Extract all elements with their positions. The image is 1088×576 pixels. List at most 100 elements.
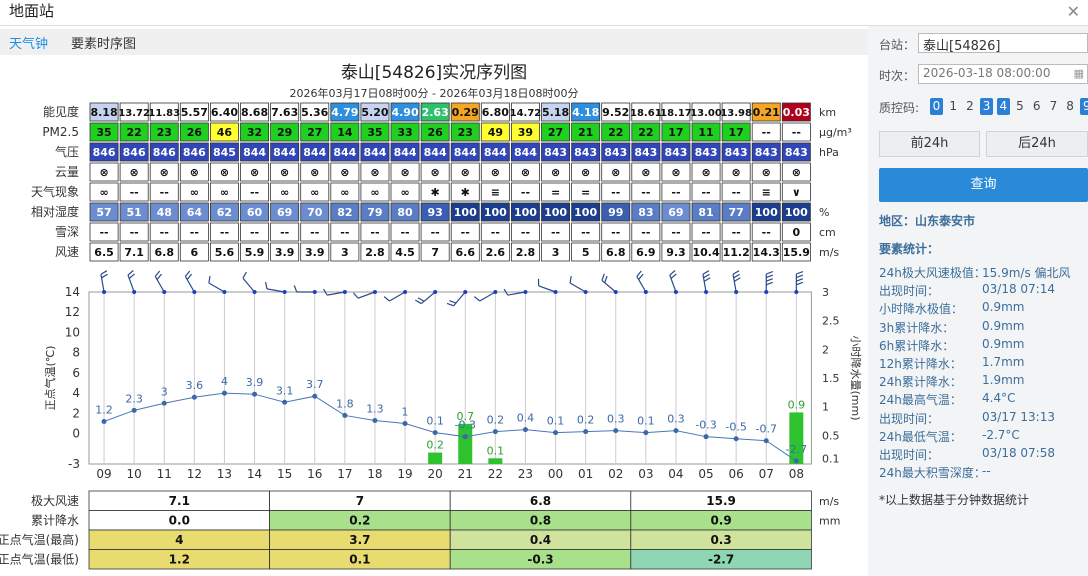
table-cell <box>781 102 811 122</box>
wind-barb <box>636 276 647 293</box>
calendar-icon[interactable]: ▦ <box>1073 67 1084 80</box>
table-cell <box>240 162 270 182</box>
tab-element-series[interactable]: 要素时序图 <box>71 37 137 52</box>
table-cell <box>781 142 811 162</box>
precip-bar <box>428 452 443 464</box>
table-cell-value: 843 <box>664 146 687 159</box>
qc-code-5[interactable]: 5 <box>1016 99 1024 113</box>
x-tick-label: 18 <box>367 467 382 481</box>
table-cell-value: 13.00 <box>690 108 722 119</box>
wind-barb-base <box>342 290 347 294</box>
precip-label: 0.7 <box>457 410 475 423</box>
table-cell-value: 80 <box>397 206 413 219</box>
table-cell <box>601 222 631 242</box>
table-cell <box>390 222 420 242</box>
qc-code-2[interactable]: 2 <box>966 99 974 113</box>
table-cell-value: 69 <box>668 206 683 219</box>
table-cell-value: -- <box>732 226 741 239</box>
x-tick-label: 02 <box>608 467 623 481</box>
qc-code-1[interactable]: 1 <box>949 99 957 113</box>
station-input[interactable]: 泰山[54826] <box>918 33 1088 54</box>
x-tick-label: 06 <box>729 467 744 481</box>
table-cell <box>209 222 239 242</box>
table-cell <box>781 242 811 262</box>
table-cell <box>119 222 149 242</box>
table-cell <box>149 122 179 142</box>
qc-code-3[interactable]: 3 <box>980 98 994 115</box>
table-cell-value: 22 <box>608 126 623 139</box>
table-cell-value: -- <box>521 186 530 199</box>
tab-weather-clock[interactable]: 天气钟 <box>9 37 49 52</box>
x-tick-label: 07 <box>759 467 774 481</box>
tab-bar: 天气钟 要素时序图 <box>0 29 868 55</box>
table-cell-value: 26 <box>187 126 203 139</box>
x-tick-label: 23 <box>518 467 533 481</box>
wind-barb <box>242 277 256 293</box>
wind-barb-flag <box>796 278 804 282</box>
query-button[interactable]: 查询 <box>879 168 1088 202</box>
table-cell-value: 843 <box>604 146 627 159</box>
table-cell-value: 844 <box>454 146 477 159</box>
qc-code-0[interactable]: 0 <box>930 98 943 115</box>
temperature-point <box>432 430 438 436</box>
table-cell <box>541 102 571 122</box>
table-cell <box>781 182 811 202</box>
table-cell <box>209 202 239 222</box>
table-cell <box>450 102 480 122</box>
temperature-line <box>103 392 797 462</box>
table-cell-value: 2.8 <box>516 246 536 259</box>
table-cell-value: 843 <box>785 146 808 159</box>
table-cell <box>119 202 149 222</box>
table-cell <box>450 202 480 222</box>
x-tick-label: 16 <box>307 467 322 481</box>
qc-code-9[interactable]: 9 <box>1080 98 1088 115</box>
table-cell-value: ⊗ <box>431 166 440 179</box>
table-cell <box>661 222 691 242</box>
table-cell-value: -- <box>611 226 620 239</box>
table-cell-value: 100 <box>755 206 778 219</box>
table-cell-value: 8.18 <box>90 106 117 119</box>
qc-code-4[interactable]: 4 <box>996 98 1010 115</box>
temperature-label: 3.1 <box>276 384 294 397</box>
table-cell <box>571 222 601 242</box>
table-cell-value: 843 <box>755 146 778 159</box>
table-cell <box>480 222 510 242</box>
table-cell-value: 6.6 <box>456 246 476 259</box>
row-label: 相对湿度 <box>31 204 79 219</box>
precip-label: 0.9 <box>788 398 806 411</box>
wind-barb-flag <box>383 296 390 302</box>
temperature-point <box>191 394 197 400</box>
table-cell-value: 23 <box>458 126 473 139</box>
table-cell <box>450 122 480 142</box>
table-cell-value: 13.72 <box>118 108 150 119</box>
time-label: 时次： <box>879 69 916 83</box>
close-icon[interactable]: ✕ <box>1066 2 1080 21</box>
precip-bar <box>488 458 503 464</box>
next-24h-button[interactable]: 后24h <box>986 131 1088 157</box>
stat-value: -2.7°C <box>982 427 1020 442</box>
time-input[interactable]: 2026-03-18 08:00:00 ▦ <box>918 64 1088 84</box>
row-label: 雪深 <box>55 225 79 239</box>
wind-barb-flag <box>569 275 572 284</box>
temperature-point <box>131 407 137 413</box>
table-cell <box>601 122 631 142</box>
table-cell-value: 4.5 <box>395 246 415 259</box>
table-cell <box>420 142 450 162</box>
table-cell <box>420 102 450 122</box>
prev-24h-button[interactable]: 前24h <box>879 131 980 157</box>
table-cell <box>179 162 209 182</box>
qc-code-7[interactable]: 7 <box>1049 99 1058 113</box>
table-cell <box>240 182 270 202</box>
stat-key: 24h最低气温： <box>879 429 962 444</box>
qc-code-6[interactable]: 6 <box>1032 99 1041 113</box>
qc-code-8[interactable]: 8 <box>1066 99 1074 113</box>
wind-barb <box>601 279 617 293</box>
table-cell <box>420 222 450 242</box>
table-cell <box>119 102 149 122</box>
wind-barb-base <box>372 290 377 294</box>
table-cell-value: 3.9 <box>305 246 325 259</box>
table-cell <box>510 242 540 262</box>
table-cell <box>781 222 811 242</box>
table-cell <box>360 182 390 202</box>
wind-barb-base <box>583 290 588 294</box>
